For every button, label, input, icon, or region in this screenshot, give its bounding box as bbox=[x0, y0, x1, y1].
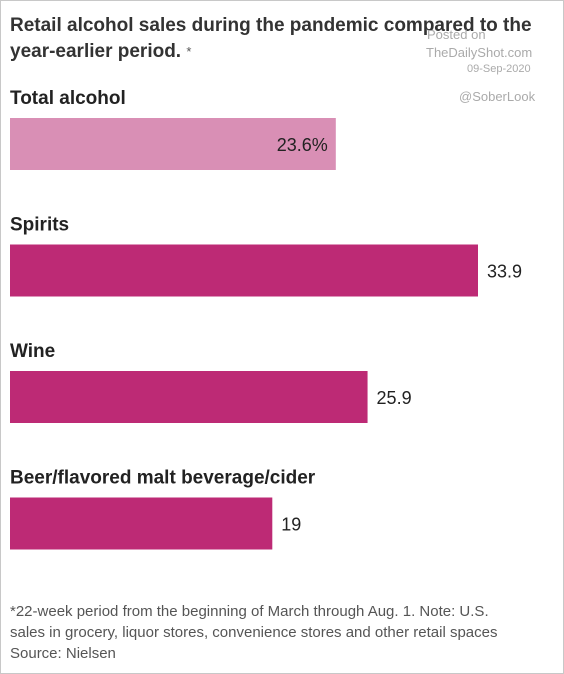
category-label: Spirits bbox=[10, 215, 69, 236]
title-asterisk: * bbox=[186, 44, 192, 59]
footnote-source: Source: Nielsen bbox=[10, 645, 116, 662]
category-label: Total alcohol bbox=[10, 88, 126, 109]
watermark-site: TheDailyShot.com bbox=[426, 45, 533, 60]
value-label: 33.9 bbox=[487, 262, 522, 282]
chart-title-text: Retail alcohol sales during the pandemic… bbox=[10, 15, 532, 62]
footnote-line: *22-week period from the beginning of Ma… bbox=[10, 603, 489, 620]
bar bbox=[10, 244, 478, 297]
watermark-date: 09-Sep-2020 bbox=[467, 63, 531, 75]
bar bbox=[10, 371, 368, 423]
footnote-line: sales in grocery, liquor stores, conveni… bbox=[10, 624, 498, 641]
category-label: Wine bbox=[10, 341, 55, 362]
watermark-posted: Posted on bbox=[427, 27, 486, 42]
footnote: *22-week period from the beginning of Ma… bbox=[10, 601, 558, 664]
watermark-handle: @SoberLook bbox=[459, 89, 536, 104]
value-label: 23.6% bbox=[277, 135, 328, 155]
value-label: 19 bbox=[281, 515, 301, 535]
category-label: Beer/flavored malt beverage/cider bbox=[10, 468, 316, 489]
bar bbox=[10, 497, 273, 550]
value-label: 25.9 bbox=[377, 388, 412, 408]
chart-title: Retail alcohol sales during the pandemic… bbox=[10, 13, 555, 65]
bar bbox=[10, 118, 336, 170]
